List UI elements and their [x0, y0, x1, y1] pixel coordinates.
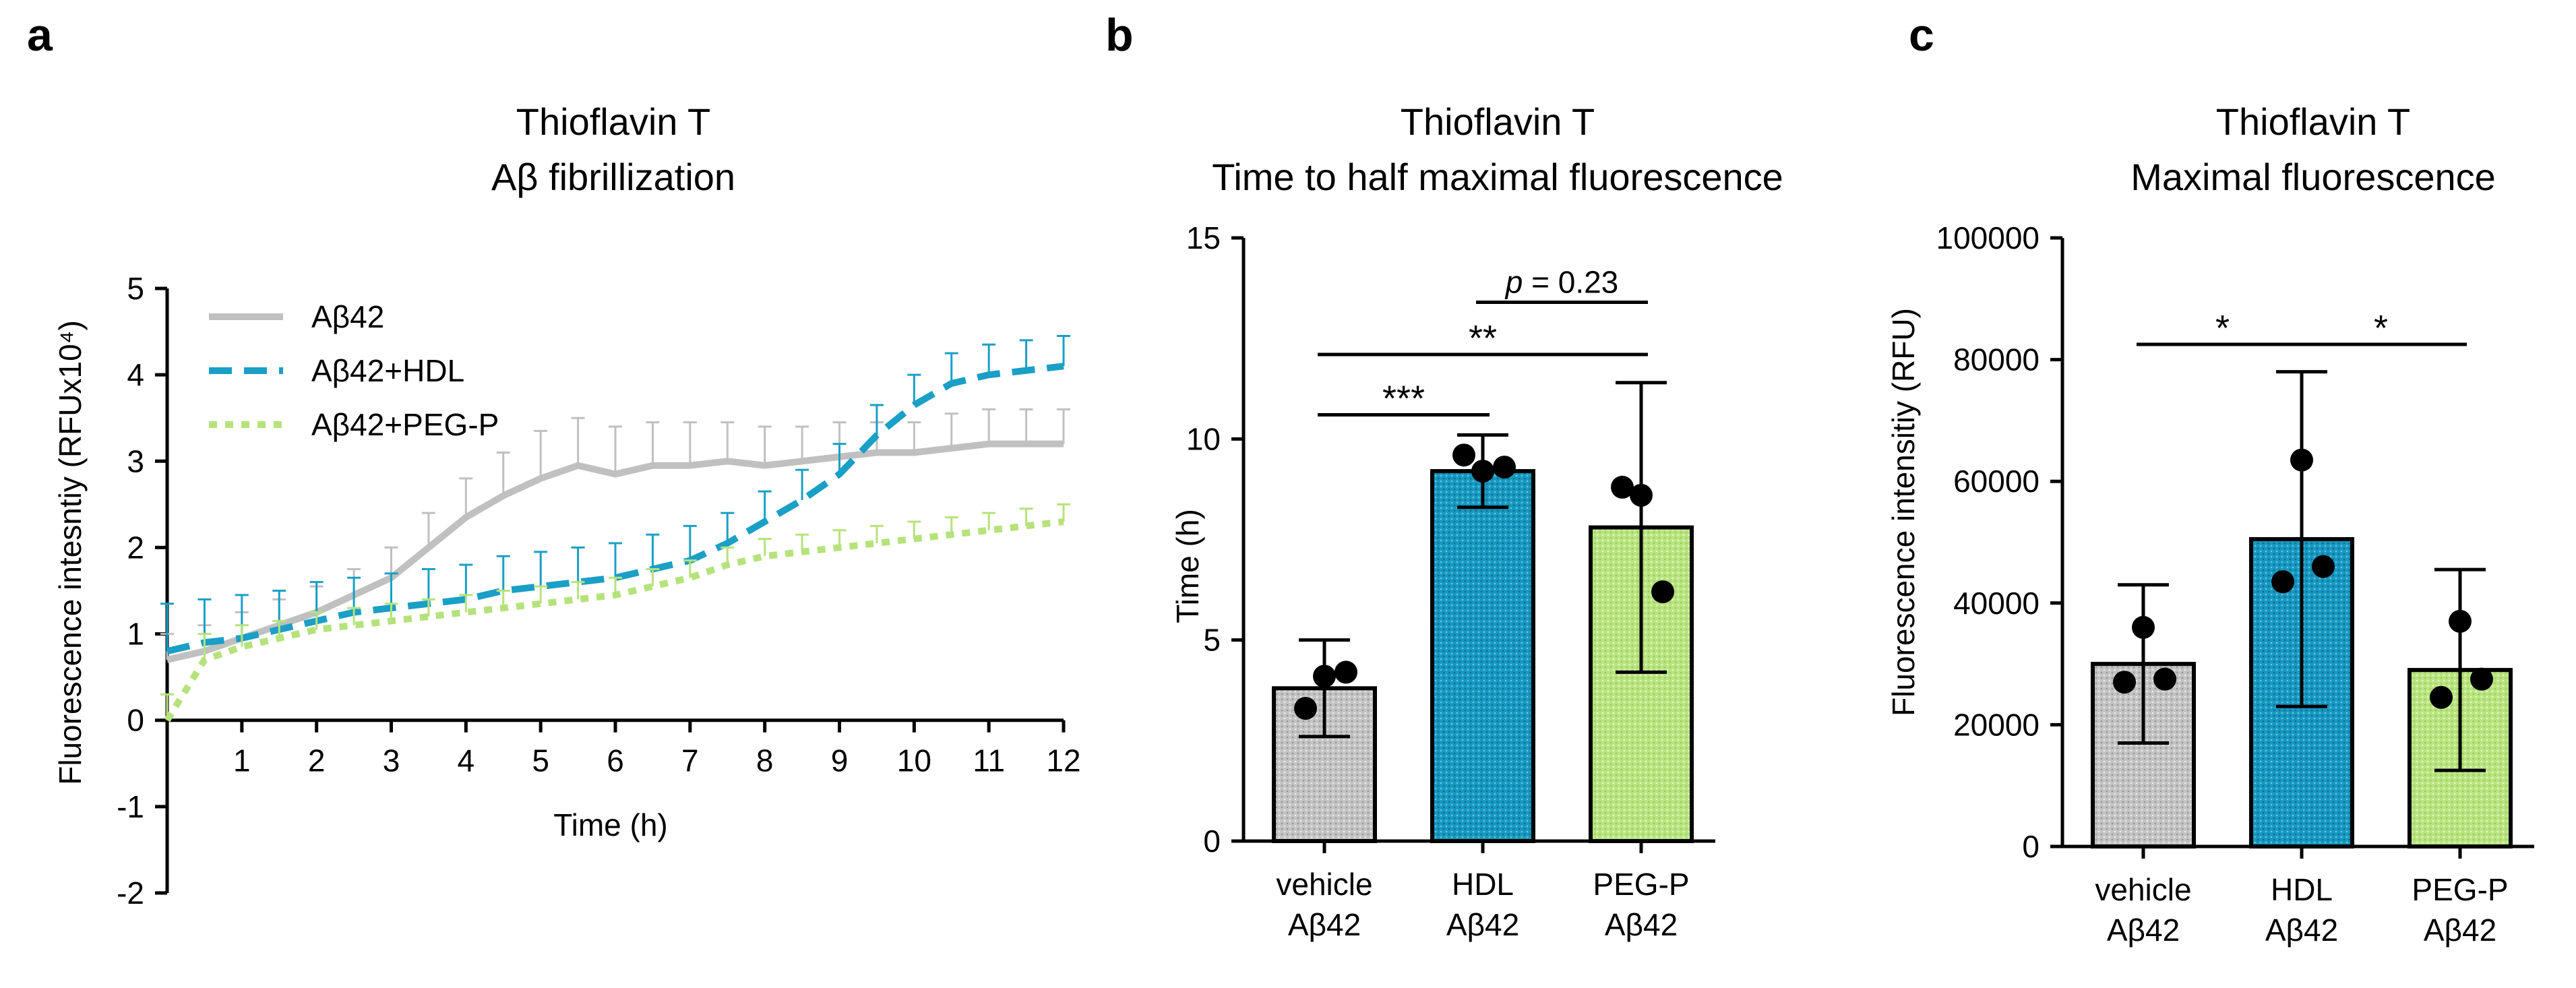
x-tick-label: HDL [2271, 872, 2333, 907]
x-tick-label: Aβ42 [1446, 907, 1519, 942]
panel-a-ylabel: Fluorescence intesntiy (RFUx10⁴) [53, 320, 88, 785]
x-tick-label: vehicle [1276, 867, 1372, 902]
panel-letter-a: a [27, 9, 53, 61]
significance-label: *** [1382, 379, 1425, 419]
y-tick-label: 15 [1186, 220, 1221, 255]
panel-b-plot: 051015vehicleAβ42HDLAβ42PEG-PAβ42*****p … [1186, 220, 1715, 942]
x-tick-label: 1 [233, 743, 251, 778]
x-tick-label: 11 [973, 743, 1005, 778]
y-tick-label: 10 [1186, 421, 1221, 456]
data-point [1471, 460, 1494, 483]
significance-label: * [2374, 308, 2388, 348]
x-tick-label: 8 [756, 743, 774, 778]
x-tick-label: HDL [1452, 867, 1514, 902]
panel-c-ylabel: Fluorescence intensitiy (RFU) [1886, 308, 1921, 716]
series-line [164, 518, 1064, 722]
x-tick-label: Aβ42 [2265, 913, 2338, 948]
y-tick-label: 80000 [1953, 342, 2040, 377]
y-tick-label: 60000 [1953, 464, 2040, 499]
panel-c-plot: 0 20000 40000 60000 80000 100000 vehicle Aβ42 HD… [1936, 220, 2534, 948]
data-point [2153, 667, 2176, 691]
legend-label: Aβ42+PEG-P [311, 407, 499, 442]
data-point [2290, 448, 2313, 472]
data-point [2271, 570, 2294, 594]
series-line [166, 363, 1064, 655]
panel-letter-c: c [1909, 9, 1934, 61]
y-tick-label: 4 [127, 357, 144, 392]
x-tick-label: Aβ42 [1288, 907, 1361, 942]
y-tick-label: 3 [127, 443, 144, 478]
x-tick-label: 12 [1046, 743, 1080, 778]
y-tick-label: 100000 [1936, 220, 2040, 255]
x-tick-label: Aβ42 [2107, 913, 2180, 948]
data-point [1611, 475, 1634, 499]
x-tick-label: Aβ42 [2424, 913, 2496, 948]
data-point [2312, 555, 2335, 578]
panel-a-xlabel: Time (h) [553, 807, 668, 842]
data-point [2113, 671, 2136, 694]
y-tick-label: 20000 [1953, 707, 2040, 742]
x-tick-label: PEG-P [1593, 867, 1689, 902]
panel-b-ylabel: Time (h) [1170, 509, 1205, 623]
data-point [1630, 483, 1653, 507]
x-tick-label: Aβ42 [1605, 907, 1678, 942]
y-tick-label: 2 [127, 530, 144, 565]
data-point [2132, 615, 2155, 639]
legend-label: Aβ42 [311, 299, 384, 334]
x-tick-label: 7 [681, 743, 699, 778]
y-tick-label: 0 [2022, 829, 2040, 864]
significance-label: p = 0.23 [1504, 264, 1619, 299]
y-tick-label: 5 [127, 271, 144, 306]
legend-label: Aβ42+HDL [311, 353, 464, 388]
bar [1430, 469, 1535, 843]
y-tick-label: -1 [117, 789, 144, 824]
x-tick-label: 10 [897, 743, 931, 778]
data-point [1452, 443, 1475, 467]
panel-c-title-line2: Maximal fluorescence [2130, 156, 2496, 198]
y-tick-label: 1 [127, 617, 144, 652]
data-point [2470, 667, 2493, 691]
data-point [2449, 609, 2472, 633]
data-point [1313, 665, 1336, 688]
x-tick-label: 3 [383, 743, 400, 778]
significance-label: ** [1469, 318, 1497, 359]
data-point [1651, 580, 1674, 604]
y-tick-label: 5 [1203, 623, 1221, 658]
x-tick-label: 6 [607, 743, 624, 778]
x-tick-label: 9 [831, 743, 849, 778]
panel-b-title-line1: Thioflavin T [1401, 100, 1595, 143]
data-point [1493, 456, 1516, 479]
y-tick-label: 0 [127, 703, 144, 738]
x-tick-label: 4 [458, 743, 475, 778]
data-point [2430, 685, 2453, 709]
panel-letter-b: b [1105, 9, 1134, 61]
y-tick-label: -2 [117, 875, 144, 910]
error-bars [160, 334, 1070, 652]
panel-a-title-line1: Thioflavin T [516, 100, 710, 143]
y-tick-label: 0 [1203, 824, 1221, 859]
x-tick-label: vehicle [2095, 872, 2191, 907]
y-tick-label: 40000 [1953, 586, 2040, 621]
x-tick-label: 2 [308, 743, 326, 778]
significance-label: * [2215, 308, 2230, 348]
panel-b-title-line2: Time to half maximal fluorescence [1212, 156, 1783, 198]
x-tick-label: 5 [532, 743, 549, 778]
panel-a-title-line2: Aβ fibrillization [491, 156, 735, 198]
data-point [1294, 697, 1317, 720]
panel-c-title-line1: Thioflavin T [2216, 100, 2410, 143]
data-point [1335, 660, 1357, 684]
x-tick-label: PEG-P [2412, 872, 2508, 907]
